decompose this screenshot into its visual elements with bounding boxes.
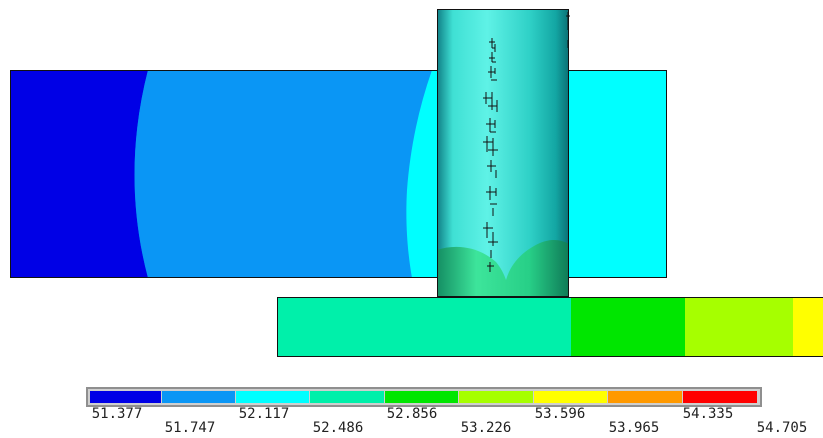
legend-swatch: [385, 391, 458, 403]
legend-tick-label: 52.486: [312, 420, 364, 436]
legend-swatch: [534, 391, 607, 403]
plate-zone-mid: [134, 70, 432, 278]
legend-tick-label: 52.856: [386, 406, 438, 422]
bar-zone-bright-green: [571, 297, 685, 357]
legend-tick-label: 51.377: [91, 406, 143, 422]
legend-swatch: [90, 391, 161, 403]
bar-zone-yellow: [793, 297, 823, 357]
lower-bar: [277, 297, 823, 357]
mesh-crack-lines: [483, 12, 570, 272]
legend-swatch: [683, 391, 757, 403]
cylinder-bottom-zone: [437, 240, 569, 297]
color-legend-bar: [86, 387, 762, 407]
legend-tick-label: 53.596: [534, 406, 586, 422]
bar-outline: [277, 297, 823, 357]
legend-tick-label: 52.117: [238, 406, 290, 422]
legend-swatch: [459, 391, 533, 403]
legend-tick-label: 54.335: [682, 406, 734, 422]
legend-swatch: [310, 391, 384, 403]
bar-zone-green: [277, 297, 571, 357]
legend-swatch: [608, 391, 682, 403]
legend-swatch: [236, 391, 309, 403]
bar-zone-lime: [685, 297, 793, 357]
legend-tick-label: 53.965: [608, 420, 660, 436]
plate-zone-left: [10, 70, 148, 278]
plate-outline: [10, 70, 667, 278]
legend-tick-label: 54.705: [756, 420, 808, 436]
vertical-cylinder: [437, 9, 570, 297]
cylinder-outline: [437, 9, 569, 297]
legend-tick-label: 53.226: [460, 420, 512, 436]
legend-tick-label: 51.747: [164, 420, 216, 436]
legend-swatch: [162, 391, 235, 403]
